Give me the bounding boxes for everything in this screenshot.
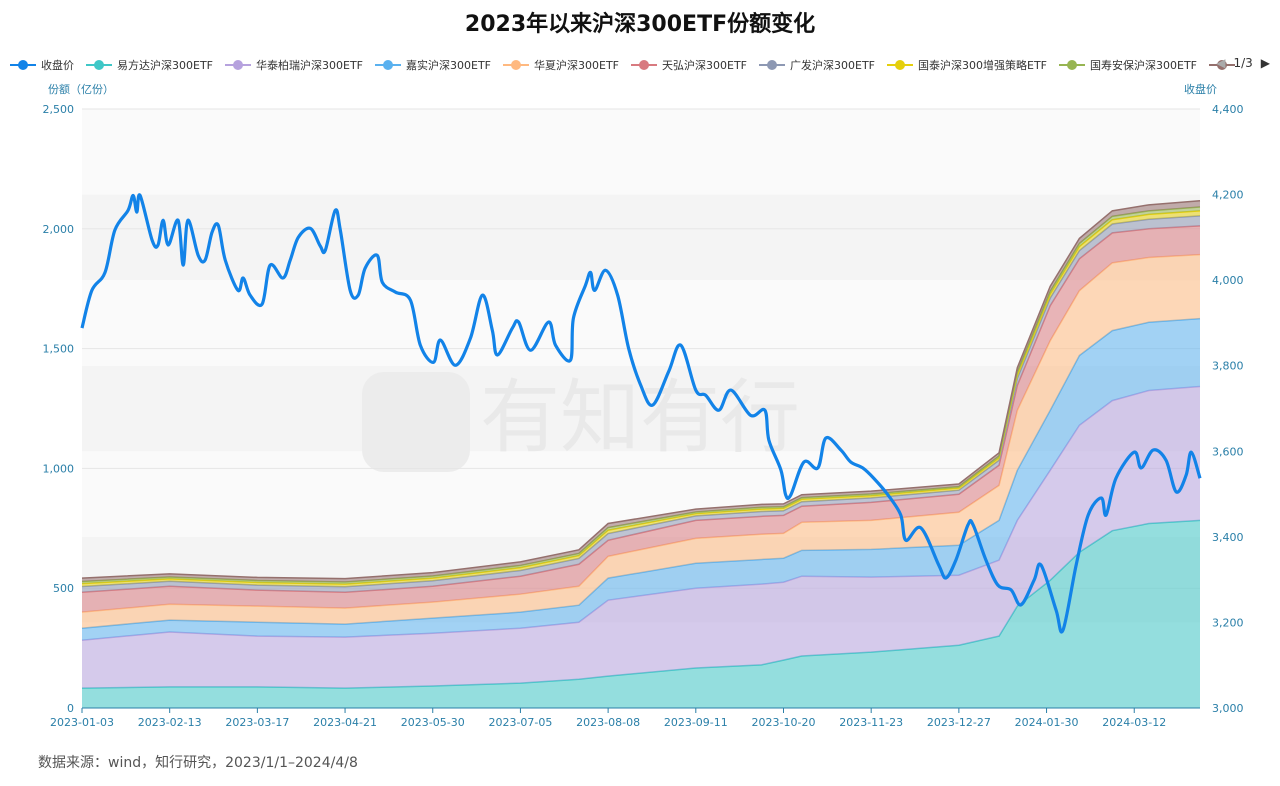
- area-line-5: [81, 215, 1201, 588]
- legend-marker-icon: [631, 59, 657, 71]
- legend-marker-icon: [1059, 59, 1085, 71]
- y-left-tick-label: 1,000: [43, 462, 75, 475]
- legend-marker-icon: [887, 59, 913, 71]
- grid-band: [82, 451, 1200, 537]
- x-tick-label: 2023-08-08: [576, 716, 640, 729]
- legend-item[interactable]: 国泰沪深300增强策略ETF: [887, 57, 1047, 73]
- area-series-6: [82, 210, 1200, 587]
- grid-band: [82, 536, 1200, 623]
- legend-label: 嘉实沪深300ETF: [406, 59, 491, 72]
- watermark-logo: [362, 372, 470, 472]
- legend-marker-icon: [225, 59, 251, 71]
- legend-item[interactable]: 嘉实沪深300ETF: [375, 57, 491, 73]
- y-right-tick-label: 4,200: [1212, 189, 1244, 202]
- y-left-axis-title: 份额（亿份）: [48, 83, 114, 96]
- legend-item[interactable]: [1209, 59, 1240, 71]
- x-tick-label: 2023-01-03: [50, 716, 114, 729]
- legend-label: 华夏沪深300ETF: [534, 59, 619, 72]
- area-line-0: [81, 519, 1201, 689]
- legend-marker-icon: [10, 59, 36, 71]
- y-right-axis-title: 收盘价: [1184, 82, 1217, 96]
- y-right-tick-label: 4,400: [1212, 103, 1244, 116]
- area-line-1: [81, 385, 1201, 641]
- close-price-line: [80, 193, 1202, 634]
- x-tick-label: 2023-07-05: [488, 716, 552, 729]
- data-source: 数据来源：wind，知行研究，2023/1/1–2024/4/8: [38, 755, 358, 771]
- x-tick-label: 2023-05-30: [401, 716, 465, 729]
- area-series-3: [82, 254, 1200, 629]
- grid-band: [82, 280, 1200, 366]
- y-left-tick-label: 1,500: [43, 343, 75, 356]
- legend-item[interactable]: 易方达沪深300ETF: [86, 57, 213, 73]
- grid-band: [82, 194, 1200, 281]
- y-right-tick-label: 3,600: [1212, 445, 1244, 458]
- legend-pager: ◀ 1/3 ▶: [1216, 56, 1270, 70]
- area-line-7: [81, 206, 1201, 583]
- legend-prev-icon[interactable]: ◀: [1216, 56, 1226, 70]
- legend-label: 国泰沪深300增强策略ETF: [918, 59, 1047, 72]
- area-series-8: [82, 200, 1200, 582]
- area-series-5: [82, 215, 1200, 593]
- area-series-0: [82, 520, 1200, 708]
- watermark: 有知有行: [480, 371, 800, 464]
- area-line-4: [81, 225, 1201, 594]
- x-tick-label: 2023-03-17: [225, 716, 289, 729]
- area-line-2: [81, 317, 1201, 629]
- y-right-tick-label: 3,400: [1212, 531, 1244, 544]
- x-tick-label: 2023-12-27: [927, 716, 991, 729]
- y-right-tick-label: 3,800: [1212, 360, 1244, 373]
- legend-item[interactable]: 华夏沪深300ETF: [503, 57, 619, 73]
- y-left-tick-label: 2,000: [43, 223, 75, 236]
- area-line-8: [81, 200, 1201, 580]
- y-left-tick-label: 500: [53, 582, 74, 595]
- legend-item[interactable]: 国寿安保沪深300ETF: [1059, 57, 1197, 73]
- legend-next-icon[interactable]: ▶: [1260, 56, 1270, 70]
- grid-band: [82, 109, 1200, 195]
- area-line-6: [81, 210, 1201, 585]
- legend-item[interactable]: 天弘沪深300ETF: [631, 57, 747, 73]
- legend-item[interactable]: 华泰柏瑞沪深300ETF: [225, 57, 363, 73]
- legend: 收盘价 易方达沪深300ETF 华泰柏瑞沪深300ETF 嘉实沪深300ETF 华夏沪深…: [10, 56, 1252, 74]
- x-tick-label: 2024-01-30: [1015, 716, 1079, 729]
- legend-marker-icon: [503, 59, 529, 71]
- x-tick-label: 2024-03-12: [1102, 716, 1166, 729]
- x-tick-label: 2023-10-20: [752, 716, 816, 729]
- area-series-7: [82, 206, 1200, 585]
- y-right-tick-label: 3,200: [1212, 616, 1244, 629]
- chart-title: 2023年以来沪深300ETF份额变化: [464, 12, 816, 37]
- x-tick-label: 2023-02-13: [138, 716, 202, 729]
- area-series-1: [82, 386, 1200, 689]
- legend-item[interactable]: 收盘价: [10, 57, 74, 73]
- grid-band: [82, 622, 1200, 708]
- grid-band: [82, 365, 1200, 452]
- area-series-2: [82, 318, 1200, 641]
- y-left-tick-label: 0: [67, 702, 74, 715]
- legend-label: 易方达沪深300ETF: [117, 59, 213, 72]
- legend-marker-icon: [759, 59, 785, 71]
- legend-label: 华泰柏瑞沪深300ETF: [256, 59, 363, 72]
- x-tick-label: 2023-11-23: [839, 716, 903, 729]
- legend-marker-icon: [1209, 59, 1235, 71]
- legend-marker-icon: [86, 59, 112, 71]
- legend-page: 1/3: [1233, 56, 1253, 70]
- legend-marker-icon: [375, 59, 401, 71]
- legend-label: 收盘价: [41, 59, 74, 72]
- area-series-4: [82, 225, 1200, 613]
- x-tick-label: 2023-04-21: [313, 716, 377, 729]
- y-left-tick-label: 2,500: [43, 103, 75, 116]
- legend-label: 广发沪深300ETF: [790, 59, 875, 72]
- y-right-tick-label: 3,000: [1212, 702, 1244, 715]
- legend-label: 天弘沪深300ETF: [662, 59, 747, 72]
- x-tick-label: 2023-09-11: [664, 716, 728, 729]
- area-line-3: [81, 253, 1201, 613]
- legend-item[interactable]: 广发沪深300ETF: [759, 57, 875, 73]
- y-right-tick-label: 4,000: [1212, 274, 1244, 287]
- legend-label: 国寿安保沪深300ETF: [1090, 59, 1197, 72]
